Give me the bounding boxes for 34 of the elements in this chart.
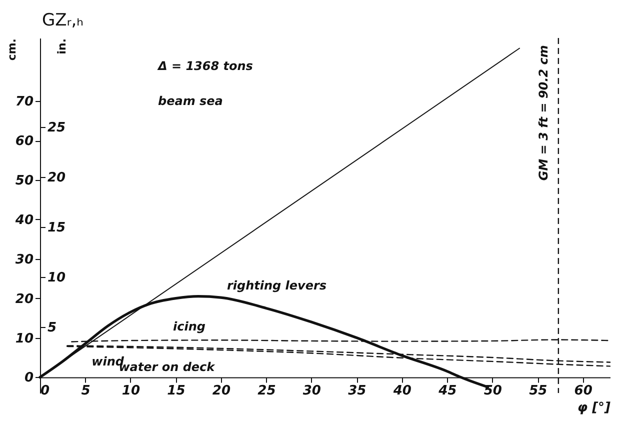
x-tick-label: 30: [302, 384, 321, 399]
y-axis-title: cm.: [5, 38, 18, 61]
x-tick-label: 0: [40, 384, 50, 399]
x-tick-label: 35: [348, 384, 366, 399]
x-tick-label: 45: [438, 384, 457, 399]
y-tick-label: 20: [15, 292, 34, 307]
chart-title: GZᵣ,ₕ: [42, 10, 84, 30]
annotation: righting levers: [226, 278, 327, 293]
x-tick-label: 5: [81, 384, 90, 399]
x-tick-label: 25: [258, 384, 276, 399]
x-tick-label: 20: [212, 384, 230, 399]
y-tick-label: 60: [15, 134, 34, 150]
x-tick-label: 40: [392, 384, 412, 399]
y2-tick-label: 5: [48, 320, 57, 336]
annotation: GM = 3 ft = 90.2 cm: [536, 45, 550, 181]
x-tick-label: 55: [529, 384, 548, 399]
y-tick-label: 70: [15, 94, 34, 110]
annotation: beam sea: [158, 94, 223, 108]
y2-tick-label: 20: [48, 170, 66, 186]
x-tick-label: 10: [122, 384, 140, 399]
y-tick-label: 0: [24, 370, 34, 386]
x-tick-label: 60: [574, 384, 592, 399]
x-axis-title: φ [°]: [577, 400, 611, 416]
y2-tick-label: 10: [48, 270, 66, 286]
x-tick-label: 15: [167, 384, 186, 399]
y-tick-label: 50: [15, 174, 34, 188]
y-tick-label: 10: [15, 331, 34, 346]
y-tick-label: 40: [14, 212, 34, 228]
y2-tick-label: 25: [48, 120, 66, 136]
annotation: icing: [173, 320, 206, 334]
y2-axis-title: in.: [56, 38, 69, 54]
annotation: Δ = 1368 tons: [157, 59, 253, 73]
y2-tick-label: 15: [48, 220, 66, 236]
y-tick-label: 30: [15, 252, 34, 268]
